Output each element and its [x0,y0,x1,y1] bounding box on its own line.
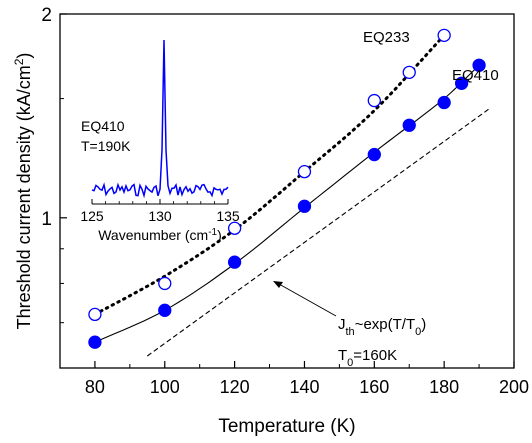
y-axis-label-sup: 2 [12,58,26,65]
fit-equation-close: ) [421,316,426,333]
eq233-point [297,164,312,179]
x-axis-label: Temperature (K) [218,416,355,437]
fit-equation-sub-th: th [346,326,355,338]
annotation-arrow-head [273,281,283,288]
x-tick-label: 80 [85,377,105,397]
t0-value-end: =160K [353,347,397,364]
t0-value-sub: 0 [347,357,353,369]
y-axis-label-end: ) [14,53,34,59]
eq410-label: EQ410 [452,67,499,84]
eq410-point [227,255,242,269]
eq410-point [367,147,381,162]
exp-reference-line [146,108,490,357]
inset-tick-label: 130 [148,208,172,224]
fit-equation: Jth~exp(T/T0) [338,316,426,338]
plot-frame [59,13,515,369]
eq410-point [297,199,312,213]
y-tick-label: 2 [41,5,52,26]
inset-tick-labels: 125 130 135 [80,208,240,224]
y-tick-labels: 12 [41,5,52,230]
eq233-point [437,28,451,42]
inset-tick-label: 125 [80,208,104,224]
data-markers [88,28,486,349]
x-tick-labels: 80 100 120 140 160 180 200 [85,377,529,397]
fit-equation-body: ~exp(T/T [355,316,415,333]
eq410-point [158,303,172,317]
annotation-arrow-line [278,283,337,317]
inset-axis-ticks [91,199,229,204]
fit-equation-sub-0: 0 [415,326,421,338]
eq410-point [472,58,486,72]
inset-x-axis-label: Wavenumber (cm-1) [98,227,222,244]
inset-spectrum-line [91,39,229,199]
eq233-label: EQ233 [363,29,410,46]
y-tick-label: 1 [41,209,52,230]
x-tick-label: 180 [429,377,459,397]
eq233-point [402,65,416,79]
eq410-point [437,95,451,110]
eq410-point [454,76,469,90]
eq410-point [88,335,102,349]
axis-ticks [59,13,515,369]
inset-spectrum: EQ410 T=190K 125 130 135 Wavenumber (cm-1) [80,39,240,244]
y-axis-label-main: Threshold current density (kA/cm [14,65,34,329]
eq233-point [158,276,172,291]
eq233-fit-curve [93,33,446,316]
inset-title-sample: EQ410 [81,118,125,134]
x-tick-label: 200 [499,377,529,397]
y-axis-label: Threshold current density (kA/cm2) [12,53,34,330]
eq233-point [227,221,242,235]
eq233-point [88,307,102,322]
x-tick-label: 100 [150,377,180,397]
fit-equation-j: J [338,316,346,333]
t0-value-t: T [338,347,347,364]
eq233-point [367,93,381,108]
x-tick-label: 140 [289,377,319,397]
inset-x-label-sup: -1 [208,227,217,238]
inset-x-label-end: ) [217,227,222,243]
eq410-point [402,118,416,132]
inset-title-temperature: T=190K [81,138,131,154]
t0-value: T0=160K [338,347,397,369]
x-tick-label: 120 [220,377,250,397]
inset-x-label-main: Wavenumber (cm [98,227,208,243]
inset-tick-label: 135 [216,208,240,224]
x-tick-label: 160 [359,377,389,397]
